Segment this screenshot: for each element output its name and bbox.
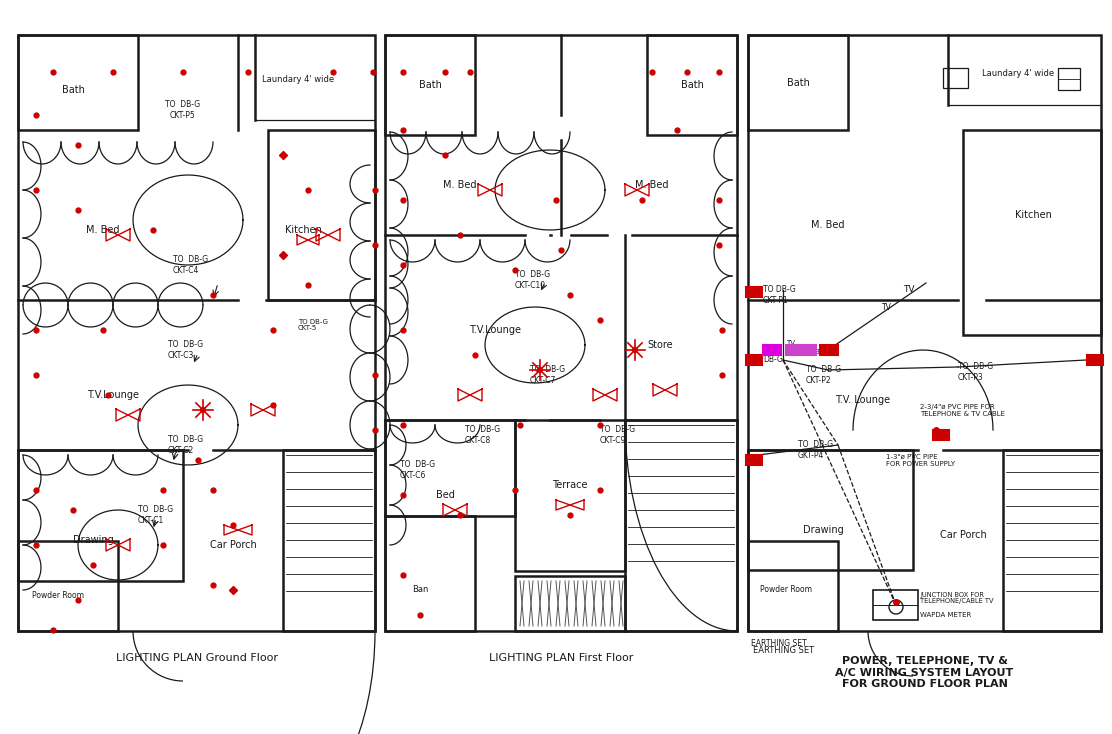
Text: TO DB-G
CKT-P1: TO DB-G CKT-P1 [763, 286, 796, 305]
Bar [1058, 68, 1080, 90]
Bar [18, 450, 183, 581]
Bar [746, 355, 762, 365]
Text: TV: TV [882, 303, 892, 313]
Text: 2-3/4"ø PVC PIPE FOR
TELEPHONE & TV CABLE: 2-3/4"ø PVC PIPE FOR TELEPHONE & TV CABL… [920, 404, 1005, 416]
Text: Ban: Ban [411, 586, 428, 595]
Text: Car Porch: Car Porch [210, 540, 257, 550]
Text: DB-G: DB-G [763, 355, 783, 365]
Text: TO  DB-G
CKT-C9: TO DB-G CKT-C9 [600, 425, 635, 445]
Text: Kitchen: Kitchen [1014, 210, 1052, 220]
Text: M. Bed: M. Bed [87, 225, 120, 235]
Bar [820, 345, 838, 355]
Bar [748, 35, 848, 130]
Bar [746, 455, 762, 465]
Text: M. Bed: M. Bed [444, 180, 477, 190]
Bar [268, 130, 375, 300]
Text: TO  DB-G
CKT-C3: TO DB-G CKT-C3 [168, 341, 203, 360]
Bar [763, 345, 781, 355]
Text: Bath: Bath [681, 80, 704, 90]
Bar [746, 287, 762, 297]
Bar [385, 420, 515, 516]
Text: Bath: Bath [61, 85, 85, 95]
Text: TO  DB-G
CKT-C8: TO DB-G CKT-C8 [465, 425, 500, 445]
Text: JUNCTION BOX FOR
TELEPHONE/CABLE TV: JUNCTION BOX FOR TELEPHONE/CABLE TV [920, 592, 993, 605]
Bar [385, 35, 475, 135]
Text: TO  DB-G
CKT-P5: TO DB-G CKT-P5 [166, 101, 200, 120]
Text: POWER, TELEPHONE, TV &
A/C WIRING SYSTEM LAYOUT
FOR GROUND FLOOR PLAN: POWER, TELEPHONE, TV & A/C WIRING SYSTEM… [835, 656, 1014, 689]
Text: EARTHING SET: EARTHING SET [753, 646, 814, 655]
Text: Bed: Bed [436, 490, 455, 500]
Bar [18, 35, 375, 631]
Bar [647, 35, 737, 135]
Text: TO  DB-G
CKT-C2: TO DB-G CKT-C2 [168, 435, 203, 454]
Text: TV: TV [903, 286, 914, 294]
Text: Laundary 4' wide: Laundary 4' wide [262, 76, 334, 84]
Bar [385, 35, 737, 631]
Bar [933, 430, 949, 440]
Bar [18, 35, 138, 130]
Text: TO  DB-G
CKT-C10: TO DB-G CKT-C10 [515, 270, 550, 290]
Bar [515, 420, 625, 571]
Text: M. Bed: M. Bed [635, 180, 668, 190]
Bar [1088, 355, 1103, 365]
Bar [748, 450, 913, 570]
Bar [943, 68, 969, 88]
Text: 1-3"ø PVC PIPE
FOR POWER SUPPLY: 1-3"ø PVC PIPE FOR POWER SUPPLY [886, 454, 955, 467]
Bar [786, 345, 816, 355]
Text: M. Bed: M. Bed [812, 220, 845, 230]
Text: Terrace: Terrace [553, 480, 588, 490]
Bar [385, 516, 475, 631]
Text: LIGHTING PLAN First Floor: LIGHTING PLAN First Floor [489, 653, 633, 663]
Text: T.V.Lounge: T.V.Lounge [87, 390, 139, 400]
Text: Laundary 4' wide: Laundary 4' wide [982, 68, 1054, 78]
Text: TV: TV [786, 340, 795, 346]
Text: WAPDA METER: WAPDA METER [920, 612, 971, 618]
Text: Store: Store [647, 340, 673, 350]
Text: Car Porch: Car Porch [940, 530, 986, 540]
Text: TO DB-G
CKT-5: TO DB-G CKT-5 [298, 319, 328, 332]
Text: TO  DB-G
CKT-P3: TO DB-G CKT-P3 [959, 363, 993, 382]
Bar [748, 35, 1101, 631]
Text: T.V. Lounge: T.V. Lounge [835, 395, 891, 405]
Text: Drawing: Drawing [72, 535, 113, 545]
Text: TO  DB-G
CKT-C7: TO DB-G CKT-C7 [530, 366, 565, 385]
Bar [1003, 450, 1101, 631]
Text: LIGHTING PLAN Ground Floor: LIGHTING PLAN Ground Floor [116, 653, 278, 663]
Bar [963, 130, 1101, 335]
Text: Drawing: Drawing [803, 525, 843, 535]
Text: Powder Room: Powder Room [759, 586, 812, 595]
Text: TO  DB-G
CKT-C4: TO DB-G CKT-C4 [173, 255, 208, 275]
Bar [282, 450, 375, 631]
Bar [18, 541, 118, 631]
Text: EARTHING SET: EARTHING SET [751, 639, 806, 647]
Bar [625, 420, 737, 631]
Text: TO  DB-G
CKT-P2: TO DB-G CKT-P2 [806, 366, 841, 385]
Bar [873, 590, 919, 620]
Text: Bath: Bath [786, 78, 810, 88]
Bar [748, 541, 838, 631]
Text: Kitchen: Kitchen [285, 225, 321, 235]
Text: TO  DB-G
CKT-C6: TO DB-G CKT-C6 [400, 460, 435, 480]
Text: TO  DB-G
CKT-C1: TO DB-G CKT-C1 [138, 505, 173, 525]
Text: Powder Room: Powder Room [32, 590, 85, 600]
Text: TVJB TVJB: TVJB TVJB [786, 349, 820, 355]
Bar [515, 576, 625, 631]
Text: Bath: Bath [418, 80, 441, 90]
Text: T.V.Lounge: T.V.Lounge [469, 325, 522, 335]
Text: TO  DB-G
GKT-P4: TO DB-G GKT-P4 [798, 440, 833, 459]
